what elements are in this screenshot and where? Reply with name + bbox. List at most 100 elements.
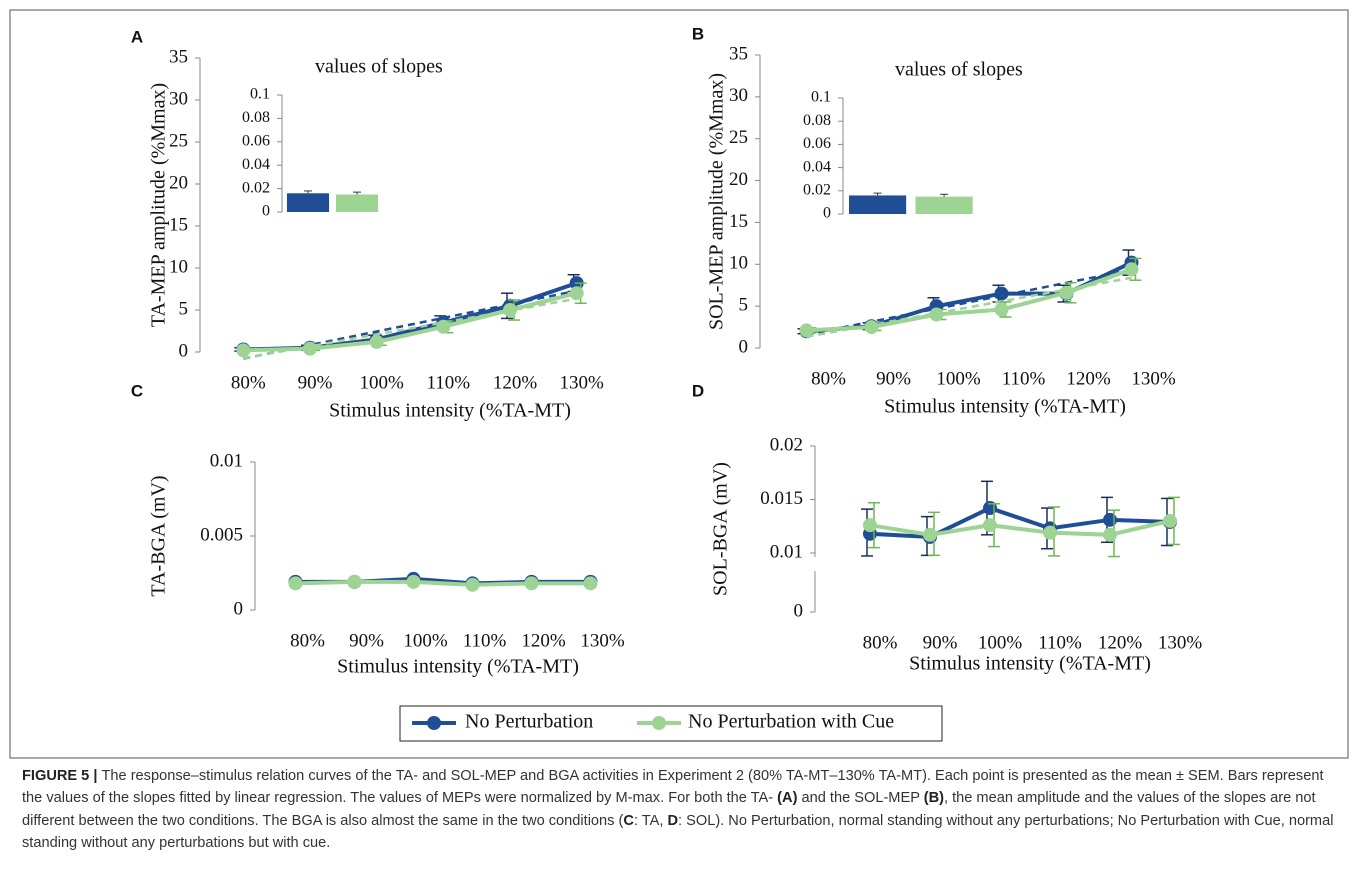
x-tick-label: 110%: [427, 372, 471, 393]
inset-title: values of slopes: [315, 56, 443, 78]
point: [1103, 512, 1117, 527]
y-tick-label: 0: [823, 205, 831, 222]
series-line: [295, 579, 591, 587]
y-tick-label: 0: [739, 336, 749, 357]
point: [864, 320, 879, 335]
x-tick-label: 90%: [349, 630, 384, 651]
x-tick-label: 90%: [876, 368, 911, 389]
point: [929, 307, 944, 322]
caption-text: D: [667, 812, 679, 829]
point: [406, 574, 421, 589]
point: [503, 303, 517, 317]
figure-frame: [9, 9, 1349, 759]
x-tick-label: 80%: [290, 630, 325, 651]
x-tick-label: 130%: [560, 372, 605, 393]
y-tick-label: 10: [169, 256, 188, 277]
x-tick-label: 120%: [1066, 368, 1111, 389]
point: [369, 334, 384, 349]
x-tick-label: 130%: [1131, 368, 1176, 389]
point: [863, 518, 877, 533]
y-tick-label: 0: [179, 340, 189, 361]
x-axis-label: Stimulus intensity (%TA-MT): [884, 396, 1126, 418]
x-tick-label: 90%: [298, 372, 333, 393]
point: [994, 286, 1009, 301]
x-tick-label: 130%: [580, 630, 625, 651]
point: [465, 577, 480, 592]
x-tick-label: 100%: [936, 368, 981, 389]
series-line: [869, 518, 1171, 537]
y-tick-label: 20: [729, 169, 748, 190]
y-tick-label: 25: [729, 127, 748, 148]
point: [569, 286, 584, 301]
caption-text: and the SOL-MEP: [797, 790, 924, 807]
bar: [915, 196, 973, 214]
point: [1163, 513, 1177, 528]
point: [583, 576, 598, 591]
point: [347, 574, 362, 589]
point: [1103, 527, 1117, 542]
caption-text: : SOL). No Perturbation, normal standing…: [22, 812, 1334, 852]
y-tick-label: 0.01: [770, 541, 803, 562]
legend-swatch-marker: [652, 716, 666, 730]
caption-text: (B): [923, 790, 944, 807]
error-bar: [940, 193, 949, 197]
x-tick-label: 90%: [923, 632, 958, 653]
x-tick-label: 100%: [360, 372, 405, 393]
y-tick-label: 5: [739, 295, 749, 316]
y-tick-label: 0.04: [803, 158, 831, 175]
series-line: [806, 267, 1133, 333]
error-bar: [353, 191, 362, 195]
y-tick-label: 15: [729, 211, 748, 232]
error-bar: [304, 190, 313, 194]
y-tick-label: 0: [794, 600, 804, 621]
y-tick-label: 30: [169, 88, 188, 109]
panel-label: C: [131, 381, 143, 400]
caption-text: , the mean amplitude and the values of t…: [22, 790, 1316, 829]
y-tick-label: 10: [729, 253, 748, 274]
y-tick-label: 25: [169, 130, 188, 151]
y-tick-label: 0.01: [210, 450, 243, 471]
series-line: [806, 260, 1133, 334]
x-tick-label: 80%: [863, 632, 898, 653]
legend-box: [399, 705, 943, 742]
x-tick-label: 110%: [463, 630, 507, 651]
point: [983, 518, 997, 533]
y-axis-label: TA-MEP amplitude (%Mmax): [148, 83, 170, 327]
y-tick-label: 0.02: [770, 434, 803, 455]
error-bar: [873, 192, 882, 196]
y-tick-label: 0.02: [803, 181, 831, 198]
y-tick-label: 0.005: [200, 524, 243, 545]
point: [288, 576, 303, 591]
y-tick-label: 0.1: [811, 89, 831, 106]
x-axis-label: Stimulus intensity (%TA-MT): [337, 656, 579, 678]
x-tick-label: 80%: [811, 368, 846, 389]
point: [1059, 285, 1074, 300]
y-tick-label: 0.06: [242, 132, 270, 149]
caption-text: FIGURE 5 |: [22, 768, 102, 784]
y-tick-label: 35: [169, 46, 188, 67]
y-tick-label: 0.015: [760, 488, 803, 509]
legend-label: No Perturbation with Cue: [688, 711, 894, 733]
y-tick-label: 0.02: [242, 179, 270, 196]
x-tick-label: 130%: [1158, 632, 1203, 653]
point: [236, 343, 251, 358]
point: [436, 319, 451, 334]
point: [303, 341, 317, 356]
y-tick-label: 0.06: [803, 135, 831, 152]
y-tick-label: 0.08: [242, 109, 270, 126]
point: [1043, 525, 1057, 540]
panel-label: A: [131, 27, 143, 46]
y-tick-label: 0.04: [242, 156, 270, 173]
y-axis-label: SOL-BGA (mV): [710, 462, 732, 596]
y-axis-label: TA-BGA (mV): [148, 475, 170, 596]
point: [923, 527, 937, 542]
x-tick-label: 100%: [403, 630, 448, 651]
panel-label: B: [692, 24, 704, 43]
x-tick-label: 80%: [231, 372, 266, 393]
y-tick-label: 15: [169, 214, 188, 235]
y-tick-label: 0.1: [250, 86, 270, 103]
bar: [335, 194, 379, 212]
panel-label: D: [692, 381, 704, 400]
bar: [848, 195, 907, 214]
